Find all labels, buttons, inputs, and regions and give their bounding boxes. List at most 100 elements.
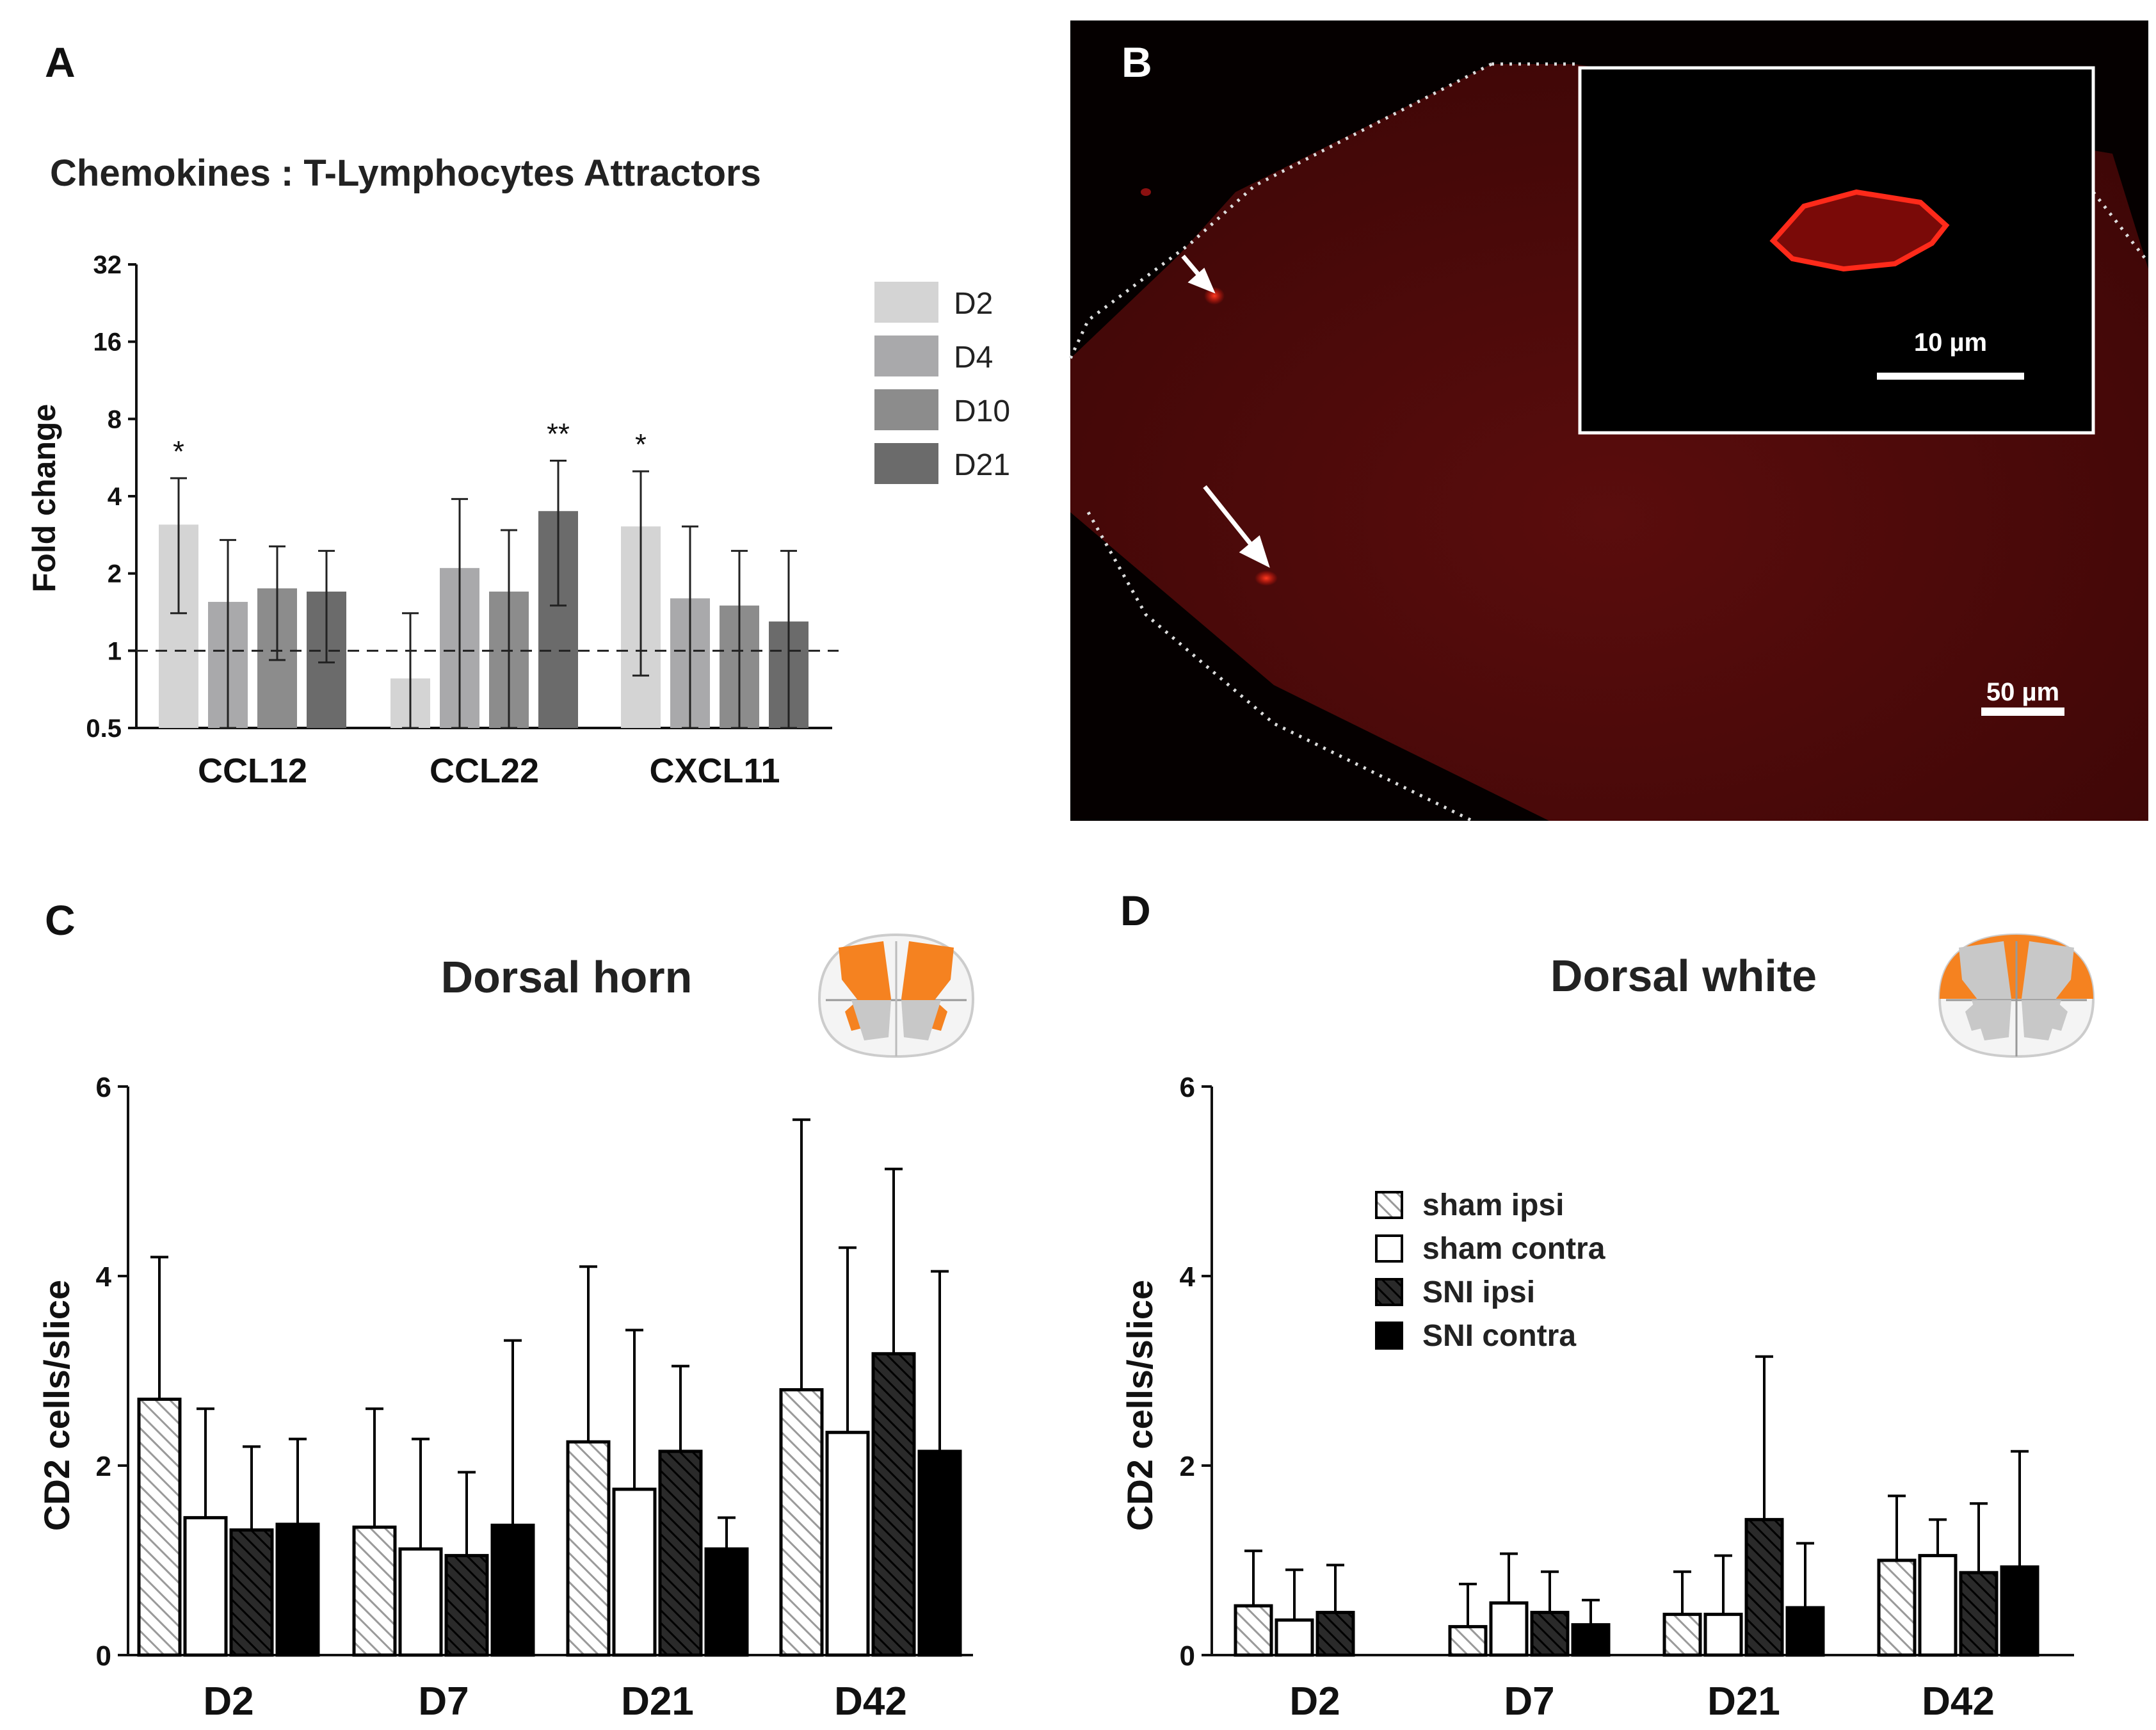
- legend-a: D2 D4 D10 D21: [874, 282, 1010, 484]
- cd2-cell-1: [1204, 287, 1225, 305]
- bar-d-d42-sni-contra: [2000, 1565, 2039, 1657]
- category-label-c: D7: [418, 1679, 469, 1724]
- category-labels-d: D2 D7 D21 D42: [1289, 1679, 1995, 1724]
- bar-c-d21-sni-contra: [704, 1547, 749, 1657]
- cd2-cell-2: [1255, 570, 1278, 586]
- bar-c-d2-sham-contra: [183, 1516, 228, 1657]
- legend-label-d: sham ipsi: [1422, 1188, 1564, 1222]
- bar-c-d2-sni-contra: [275, 1523, 320, 1657]
- scale-label-main: 50 µm: [1986, 678, 2059, 706]
- bar-d-d7-sham-contra: [1489, 1601, 1529, 1657]
- y-tick-label-c: 0: [96, 1640, 111, 1672]
- y-tick-label-d: 4: [1180, 1261, 1196, 1293]
- arrow-icon-1: [1181, 254, 1216, 294]
- spinal-cord-dorsal-horn-icon: [817, 933, 975, 1058]
- legend-label-d: sham contra: [1422, 1232, 1605, 1266]
- bar-c-d7-sni-ipsi: [444, 1554, 489, 1657]
- category-label-a: CXCL11: [649, 752, 780, 790]
- legend-swatch-a-d2: [874, 282, 938, 323]
- category-label-d: D21: [1707, 1679, 1780, 1724]
- bars-c: [137, 1118, 962, 1657]
- category-label-d: D2: [1289, 1679, 1340, 1724]
- y-axis-label-a: Fold change: [26, 404, 62, 592]
- significance-marker-a: **: [547, 417, 570, 451]
- bar-c-d21-sni-ipsi: [658, 1450, 703, 1657]
- arrow-icon-2: [1203, 485, 1270, 568]
- panel-a: A Chemokines : T-Lymphocytes Attractors …: [26, 38, 1010, 790]
- bar-c-d42-sni-contra: [917, 1450, 962, 1657]
- legend-label-d: SNI contra: [1422, 1319, 1576, 1353]
- legend-swatch-a-d21: [874, 443, 938, 484]
- legend-swatch-d-sham-ipsi: [1375, 1191, 1403, 1219]
- bar-d-d21-sham-ipsi: [1662, 1612, 1702, 1657]
- cd2-cell-faint: [1141, 188, 1151, 196]
- bar-c-d7-sham-ipsi: [352, 1525, 397, 1657]
- chart-title-d: Dorsal white: [1550, 951, 1817, 1001]
- bar-d-d7-sni-contra: [1571, 1623, 1611, 1657]
- bar-d-d42-sham-ipsi: [1877, 1558, 1917, 1657]
- inset: 10 µm: [1578, 66, 2095, 435]
- bars-d: [1234, 1355, 2039, 1657]
- legend-label-a: D21: [954, 448, 1010, 482]
- y-axis-ticks-c: 0 2 4 6: [96, 1072, 128, 1672]
- bar-d-d21-sni-ipsi: [1744, 1517, 1784, 1657]
- category-label-a: CCL12: [198, 752, 307, 790]
- panel-letter-c: C: [45, 896, 76, 944]
- category-label-c: D21: [621, 1679, 694, 1724]
- y-tick-label-d: 6: [1180, 1072, 1195, 1103]
- legend-label-a: D10: [954, 394, 1010, 428]
- panel-b-micrograph: 50 µm 10 µm B: [1068, 20, 2150, 823]
- y-tick-label-a: 2: [108, 560, 122, 588]
- category-labels-c: D2 D7 D21 D42: [203, 1679, 907, 1724]
- y-tick-label-a: 4: [108, 483, 122, 511]
- bar-c-d42-sham-contra: [825, 1430, 870, 1657]
- bar-d-d7-sni-ipsi: [1530, 1610, 1570, 1657]
- bar-d-d42-sham-contra: [1918, 1554, 1958, 1657]
- legend-label-a: D2: [954, 287, 993, 321]
- scale-label-inset: 10 µm: [1914, 328, 1987, 357]
- significance-marker-a: *: [635, 428, 647, 461]
- panel-letter-b: B: [1122, 38, 1152, 86]
- y-tick-label-a: 32: [93, 251, 122, 279]
- y-tick-label-a: 16: [93, 328, 122, 357]
- inset-cell: [1769, 189, 1950, 272]
- y-tick-label-a: 1: [108, 637, 122, 665]
- y-tick-label-a: 8: [108, 405, 122, 433]
- bar-c-d21-sham-ipsi: [566, 1440, 611, 1657]
- bar-c-d2-sham-ipsi: [137, 1397, 182, 1657]
- y-tick-label-d: 0: [1180, 1640, 1195, 1672]
- tissue-boundary-upper: [1068, 62, 1493, 360]
- bar-d-d21-sni-contra: [1785, 1606, 1825, 1657]
- category-label-d: D42: [1922, 1679, 1995, 1724]
- legend-d: sham ipsi sham contra SNI ipsi SNI contra: [1375, 1188, 1605, 1353]
- category-label-d: D7: [1504, 1679, 1554, 1724]
- panel-letter-d: D: [1120, 887, 1151, 934]
- legend-label-a: D4: [954, 341, 993, 375]
- category-label-a: CCL22: [430, 752, 539, 790]
- bar-d-d21-sham-contra: [1703, 1612, 1743, 1657]
- legend-swatch-a-d10: [874, 389, 938, 430]
- scale-bar-main: [1981, 707, 2064, 716]
- y-axis-label-c: CD2 cells/slice: [36, 1280, 77, 1531]
- legend-swatch-a-d4: [874, 335, 938, 376]
- bars-a: *** *: [159, 417, 808, 729]
- legend-label-d: SNI ipsi: [1422, 1275, 1535, 1309]
- bar-c-d42-sni-ipsi: [871, 1352, 916, 1657]
- chart-title-a: Chemokines : T-Lymphocytes Attractors: [50, 152, 761, 194]
- chart-title-c: Dorsal horn: [441, 952, 693, 1002]
- y-tick-label-c: 4: [96, 1261, 112, 1293]
- legend-swatch-d-sham-contra: [1375, 1234, 1403, 1263]
- bar-c-d21-sham-contra: [612, 1487, 657, 1657]
- bar-c-d7-sham-contra: [398, 1547, 443, 1657]
- bar-d-d2-sni-ipsi: [1315, 1610, 1355, 1657]
- bar-d-d42-sni-ipsi: [1959, 1571, 1999, 1657]
- y-tick-label-c: 2: [96, 1451, 111, 1482]
- bar-c-d2-sni-ipsi: [229, 1528, 274, 1657]
- bar-d-d2-sham-contra: [1275, 1618, 1314, 1657]
- spinal-cord-dorsal-white-icon: [1938, 933, 2095, 1058]
- y-axis-label-d: CD2 cells/slice: [1120, 1280, 1160, 1531]
- y-tick-label-c: 6: [96, 1072, 111, 1103]
- category-labels-a: CCL12 CCL22 CXCL11: [198, 752, 780, 790]
- bar-d-d2-sham-ipsi: [1234, 1604, 1273, 1657]
